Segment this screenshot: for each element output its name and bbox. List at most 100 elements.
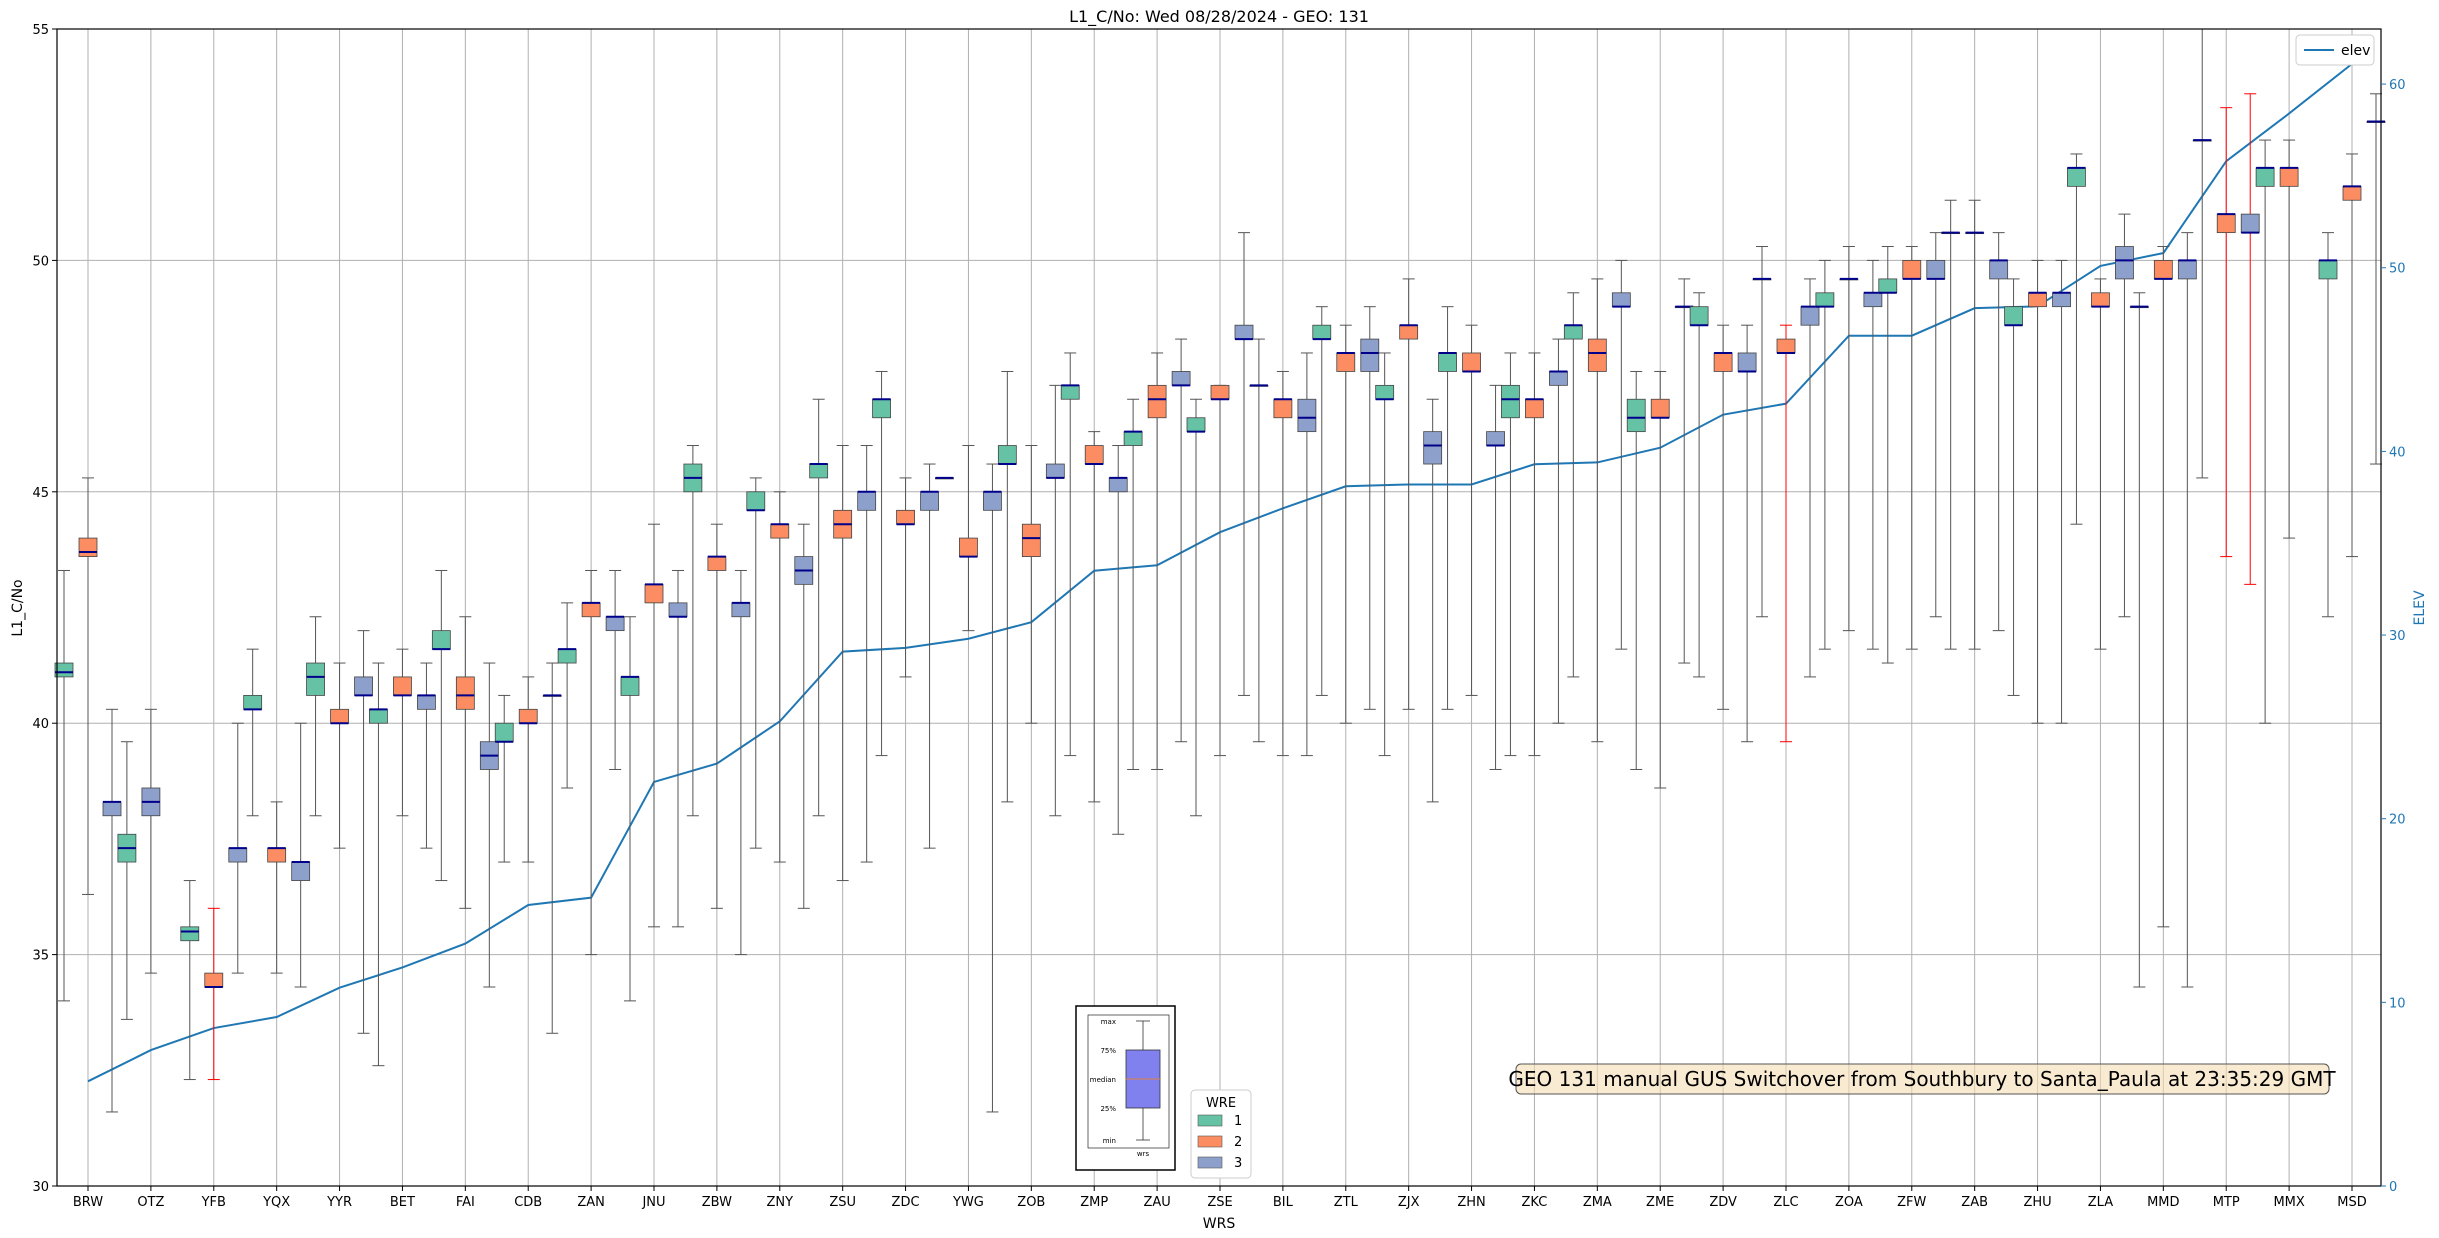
box-ZAU-wre2 bbox=[1147, 352, 1167, 770]
box-ZKC-wre3 bbox=[1549, 338, 1568, 724]
box-ZLC-wre3 bbox=[1752, 246, 1772, 618]
x-tick-label: ZTL bbox=[1334, 1195, 1359, 1210]
x-tick-label: FAI bbox=[456, 1195, 475, 1210]
x-tick-label: YFB bbox=[201, 1195, 226, 1210]
box-ZTL-wre1 bbox=[1312, 306, 1332, 696]
x-tick-label: MSD bbox=[2337, 1195, 2366, 1210]
box-ZJX-wre2 bbox=[1399, 278, 1419, 710]
box-CDB-wre2 bbox=[518, 676, 538, 863]
box-body bbox=[1563, 324, 1583, 340]
box-body bbox=[204, 972, 224, 988]
box-ZAB-wre3 bbox=[1965, 199, 1985, 650]
wre-legend-label-3: 3 bbox=[1234, 1156, 1242, 1171]
box-body bbox=[1360, 338, 1380, 372]
box-MMX-wre1 bbox=[2255, 139, 2275, 724]
box-ZDV-wre2 bbox=[1713, 324, 1733, 710]
x-tick-label: ZAU bbox=[1143, 1195, 1170, 1210]
key-box-label-25: 25% bbox=[1100, 1105, 1116, 1113]
box-ZOA-wre3 bbox=[1863, 259, 1883, 650]
x-tick-label: ZOA bbox=[1835, 1195, 1863, 1210]
box-body bbox=[707, 556, 727, 571]
box-body bbox=[1123, 431, 1143, 446]
box-body bbox=[1084, 445, 1104, 465]
box-body bbox=[417, 695, 436, 710]
box-body bbox=[857, 491, 877, 511]
box-body bbox=[668, 602, 688, 618]
box-body bbox=[746, 491, 766, 511]
x-tick-label: ZSE bbox=[1207, 1195, 1232, 1210]
box-body bbox=[306, 662, 325, 696]
box-ZME-wre2 bbox=[1650, 370, 1670, 789]
box-BET-wre3 bbox=[417, 662, 436, 849]
box-ZLA-wre2 bbox=[2091, 278, 2110, 650]
box-body bbox=[1210, 384, 1230, 400]
box-ZOB-wre2 bbox=[1021, 445, 1041, 724]
key-box: max 75% median 25% min wrs bbox=[1075, 1005, 1176, 1171]
x-tick-label: ZLA bbox=[2088, 1195, 2113, 1210]
box-ZLC-wre2 bbox=[1776, 324, 1796, 743]
box-BRW-wre2 bbox=[78, 477, 98, 895]
box-JNU-wre2 bbox=[644, 523, 664, 928]
box-body bbox=[2342, 185, 2362, 201]
key-box-xlabel: wrs bbox=[1137, 1150, 1150, 1158]
box-ZAN-wre1 bbox=[557, 602, 577, 789]
box-OTZ-wre3 bbox=[141, 708, 161, 974]
box-body bbox=[872, 398, 891, 419]
box-ZAB-wre3 bbox=[1941, 199, 1961, 650]
y2-tick-label: 50 bbox=[2389, 262, 2406, 277]
box-ZSU-wre1 bbox=[809, 398, 829, 817]
box-body bbox=[1626, 398, 1646, 433]
box-ZNY-wre1 bbox=[746, 477, 766, 849]
box-body bbox=[2279, 167, 2299, 187]
box-body bbox=[2240, 213, 2260, 234]
box-ZHN-wre1 bbox=[1438, 306, 1457, 710]
box-MMD-wre3 bbox=[2177, 232, 2197, 988]
box-ZMP-wre2 bbox=[1084, 431, 1104, 803]
box-body bbox=[291, 861, 311, 881]
x-tick-label: ZFW bbox=[1897, 1195, 1926, 1210]
box-ZMA-wre1 bbox=[1563, 292, 1583, 678]
box-ZKC-wre2 bbox=[1525, 352, 1544, 757]
box-body bbox=[431, 630, 451, 650]
x-tick-label: CDB bbox=[514, 1195, 542, 1210]
box-body bbox=[1060, 384, 1080, 400]
box-body bbox=[1501, 384, 1520, 419]
box-JNU-wre1 bbox=[620, 616, 640, 1002]
x-tick-label: OTZ bbox=[137, 1195, 164, 1210]
x-axis-label: WRS bbox=[1203, 1216, 1236, 1232]
box-ZTL-wre2 bbox=[1336, 324, 1356, 724]
box-YQX-wre3 bbox=[291, 722, 311, 988]
box-YFB-wre2 bbox=[204, 907, 224, 1081]
box-ZME-wre1 bbox=[1626, 370, 1646, 770]
wre-legend-swatch-3 bbox=[1197, 1156, 1223, 1169]
box-MSD-wre3 bbox=[2366, 93, 2386, 465]
box-FAI-wre1 bbox=[431, 569, 451, 882]
box-body bbox=[1587, 338, 1607, 372]
box-YYR-wre1 bbox=[306, 616, 325, 817]
box-MSD-wre2 bbox=[2342, 153, 2362, 558]
box-FAI-wre3 bbox=[479, 662, 499, 988]
box-body bbox=[581, 602, 601, 618]
box-ZOA-wre3 bbox=[1839, 246, 1859, 632]
box-body bbox=[2318, 259, 2338, 280]
box-body bbox=[1399, 324, 1419, 340]
box-body bbox=[644, 583, 664, 604]
box-body bbox=[1045, 463, 1065, 479]
box-ZAB-wre3 bbox=[1989, 232, 2009, 632]
y2-axis-label: ELEV bbox=[2412, 590, 2428, 625]
y2-tick-label: 0 bbox=[2389, 1180, 2397, 1195]
box-BET-wre1 bbox=[369, 662, 388, 1067]
box-body bbox=[1273, 398, 1293, 419]
box-ZSE-wre2 bbox=[1210, 384, 1230, 757]
box-ZJX-wre3 bbox=[1423, 398, 1443, 803]
box-ZDC-wre2 bbox=[896, 477, 915, 678]
box-ZSU-wre2 bbox=[833, 445, 853, 882]
x-tick-label: YQX bbox=[262, 1195, 290, 1210]
box-body bbox=[1815, 292, 1835, 308]
box-ZHN-wre3 bbox=[1486, 384, 1505, 770]
box-BIL-wre2 bbox=[1273, 370, 1293, 757]
box-body bbox=[997, 445, 1017, 465]
box-BET-wre2 bbox=[393, 648, 412, 817]
box-body bbox=[1147, 384, 1167, 419]
box-body bbox=[920, 491, 939, 511]
